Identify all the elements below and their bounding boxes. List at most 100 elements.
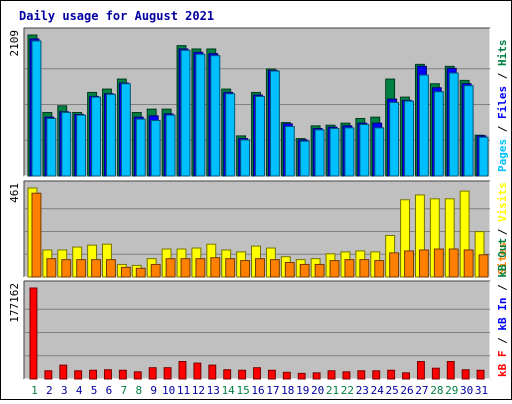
x-label-day-4: 4 [76, 384, 83, 397]
x-label-day-12: 12 [192, 384, 205, 397]
bar-pages-day-6 [106, 93, 116, 177]
bar-pages-day-14 [225, 93, 236, 177]
legend-separator: / [496, 222, 509, 242]
bar-kb-f-day-1 [29, 287, 38, 380]
bar-kb-f-day-6 [104, 369, 112, 380]
bar-sites-day-13 [210, 257, 221, 278]
bar-sites-day-24 [374, 260, 385, 278]
bar-pages-day-21 [329, 128, 340, 177]
bar-pages-day-19 [299, 140, 310, 177]
bar-kb-f-day-28 [431, 367, 440, 380]
x-label-day-28: 28 [430, 384, 443, 397]
x-label-day-24: 24 [371, 384, 385, 397]
bar-pages-day-17 [269, 70, 280, 177]
bar-kb-f-day-21 [327, 370, 336, 380]
bar-pages-day-20 [314, 129, 325, 177]
x-label-day-20: 20 [311, 384, 324, 397]
bar-pages-day-5 [91, 96, 102, 177]
bar-sites-day-19 [299, 263, 310, 278]
bar-sites-day-7 [120, 266, 131, 278]
bar-sites-day-10 [165, 258, 176, 278]
bar-pages-day-9 [150, 120, 161, 177]
bar-pages-day-2 [46, 118, 57, 177]
bar-sites-day-21 [329, 260, 340, 278]
bar-kb-f-day-25 [387, 369, 396, 380]
bar-kb-f-day-7 [118, 369, 127, 380]
bar-pages-day-25 [389, 101, 400, 177]
bar-sites-day-30 [463, 249, 474, 278]
bar-sites-day-26 [404, 250, 414, 278]
x-label-day-16: 16 [251, 384, 264, 397]
bar-kb-f-day-24 [372, 370, 381, 380]
x-label-day-25: 25 [386, 384, 399, 397]
bar-pages-day-28 [433, 91, 444, 177]
y-max-label-middle: 461 [8, 183, 21, 203]
bar-kb-f-day-10 [163, 367, 172, 380]
bar-sites-day-14 [225, 258, 236, 278]
bar-pages-day-8 [135, 118, 146, 177]
bar-kb-f-day-9 [148, 367, 157, 380]
bar-pages-day-24 [374, 127, 385, 177]
bar-kb-f-day-19 [297, 372, 306, 380]
bar-kb-f-day-13 [208, 364, 217, 380]
bar-pages-day-31 [478, 136, 489, 177]
bar-kb-f-day-31 [476, 369, 485, 380]
bar-sites-day-18 [284, 262, 295, 278]
bar-sites-day-5 [91, 259, 102, 278]
bar-kb-f-day-8 [133, 371, 142, 380]
x-label-day-30: 30 [460, 384, 473, 397]
bar-kb-f-day-23 [357, 370, 366, 380]
x-label-day-31: 31 [475, 384, 488, 397]
bar-kb-f-day-15 [238, 369, 247, 380]
bar-kb-f-day-11 [178, 361, 187, 380]
bar-sites-day-22 [344, 259, 355, 278]
x-label-day-23: 23 [356, 384, 369, 397]
x-label-day-7: 7 [121, 384, 128, 397]
x-label-day-17: 17 [266, 384, 279, 397]
bar-pages-day-13 [210, 55, 221, 177]
bar-kb-f-day-20 [312, 372, 321, 380]
legend-item-visits: Visits [496, 182, 509, 222]
legend-item-files: Files [496, 86, 509, 119]
bar-kb-f-day-14 [223, 369, 232, 380]
x-label-day-27: 27 [415, 384, 428, 397]
x-label-day-6: 6 [106, 384, 113, 397]
bar-sites-day-17 [269, 259, 280, 278]
bar-pages-day-30 [463, 85, 474, 177]
x-label-day-3: 3 [61, 384, 68, 397]
x-label-day-2: 2 [46, 384, 53, 397]
bar-sites-day-20 [314, 263, 325, 278]
legend-item-pages: Pages [496, 139, 509, 172]
bar-kb-f-day-5 [89, 369, 98, 380]
bar-pages-day-22 [344, 127, 355, 177]
bar-sites-day-16 [255, 258, 265, 278]
bar-kb-f-day-4 [74, 370, 83, 380]
bar-kb-f-day-30 [461, 369, 470, 380]
bar-kb-f-day-18 [282, 371, 291, 380]
legend-middle: Sites / Visits [496, 182, 509, 275]
legend-item-kb-out: kB Out [496, 238, 509, 278]
bar-pages-day-29 [448, 72, 459, 177]
x-label-day-18: 18 [281, 384, 294, 397]
bar-pages-day-27 [418, 74, 429, 177]
bar-pages-day-15 [240, 139, 251, 177]
y-max-label-top: 2109 [8, 30, 21, 57]
legend-separator: / [496, 331, 509, 351]
bar-kb-f-day-2 [44, 370, 53, 380]
bar-sites-day-27 [418, 249, 429, 278]
x-label-day-8: 8 [135, 384, 142, 397]
bar-pages-day-23 [359, 124, 370, 177]
bar-pages-day-16 [255, 95, 265, 177]
chart-bars [27, 34, 489, 380]
bar-kb-f-day-17 [267, 369, 276, 380]
x-label-day-26: 26 [400, 384, 413, 397]
bar-sites-day-1 [31, 192, 42, 278]
bar-sites-day-28 [433, 248, 444, 278]
y-max-label-bottom: 177162 [8, 283, 21, 323]
bar-sites-day-31 [478, 254, 489, 278]
x-label-day-5: 5 [91, 384, 98, 397]
bar-sites-day-3 [61, 259, 72, 278]
bar-sites-day-23 [359, 259, 370, 278]
x-axis-day-labels: 1 2 3 4 5 6 7 8 9 10 11 12 13 14 15 16 17 18 19 20 21 22 23 24 2… [31, 384, 488, 397]
